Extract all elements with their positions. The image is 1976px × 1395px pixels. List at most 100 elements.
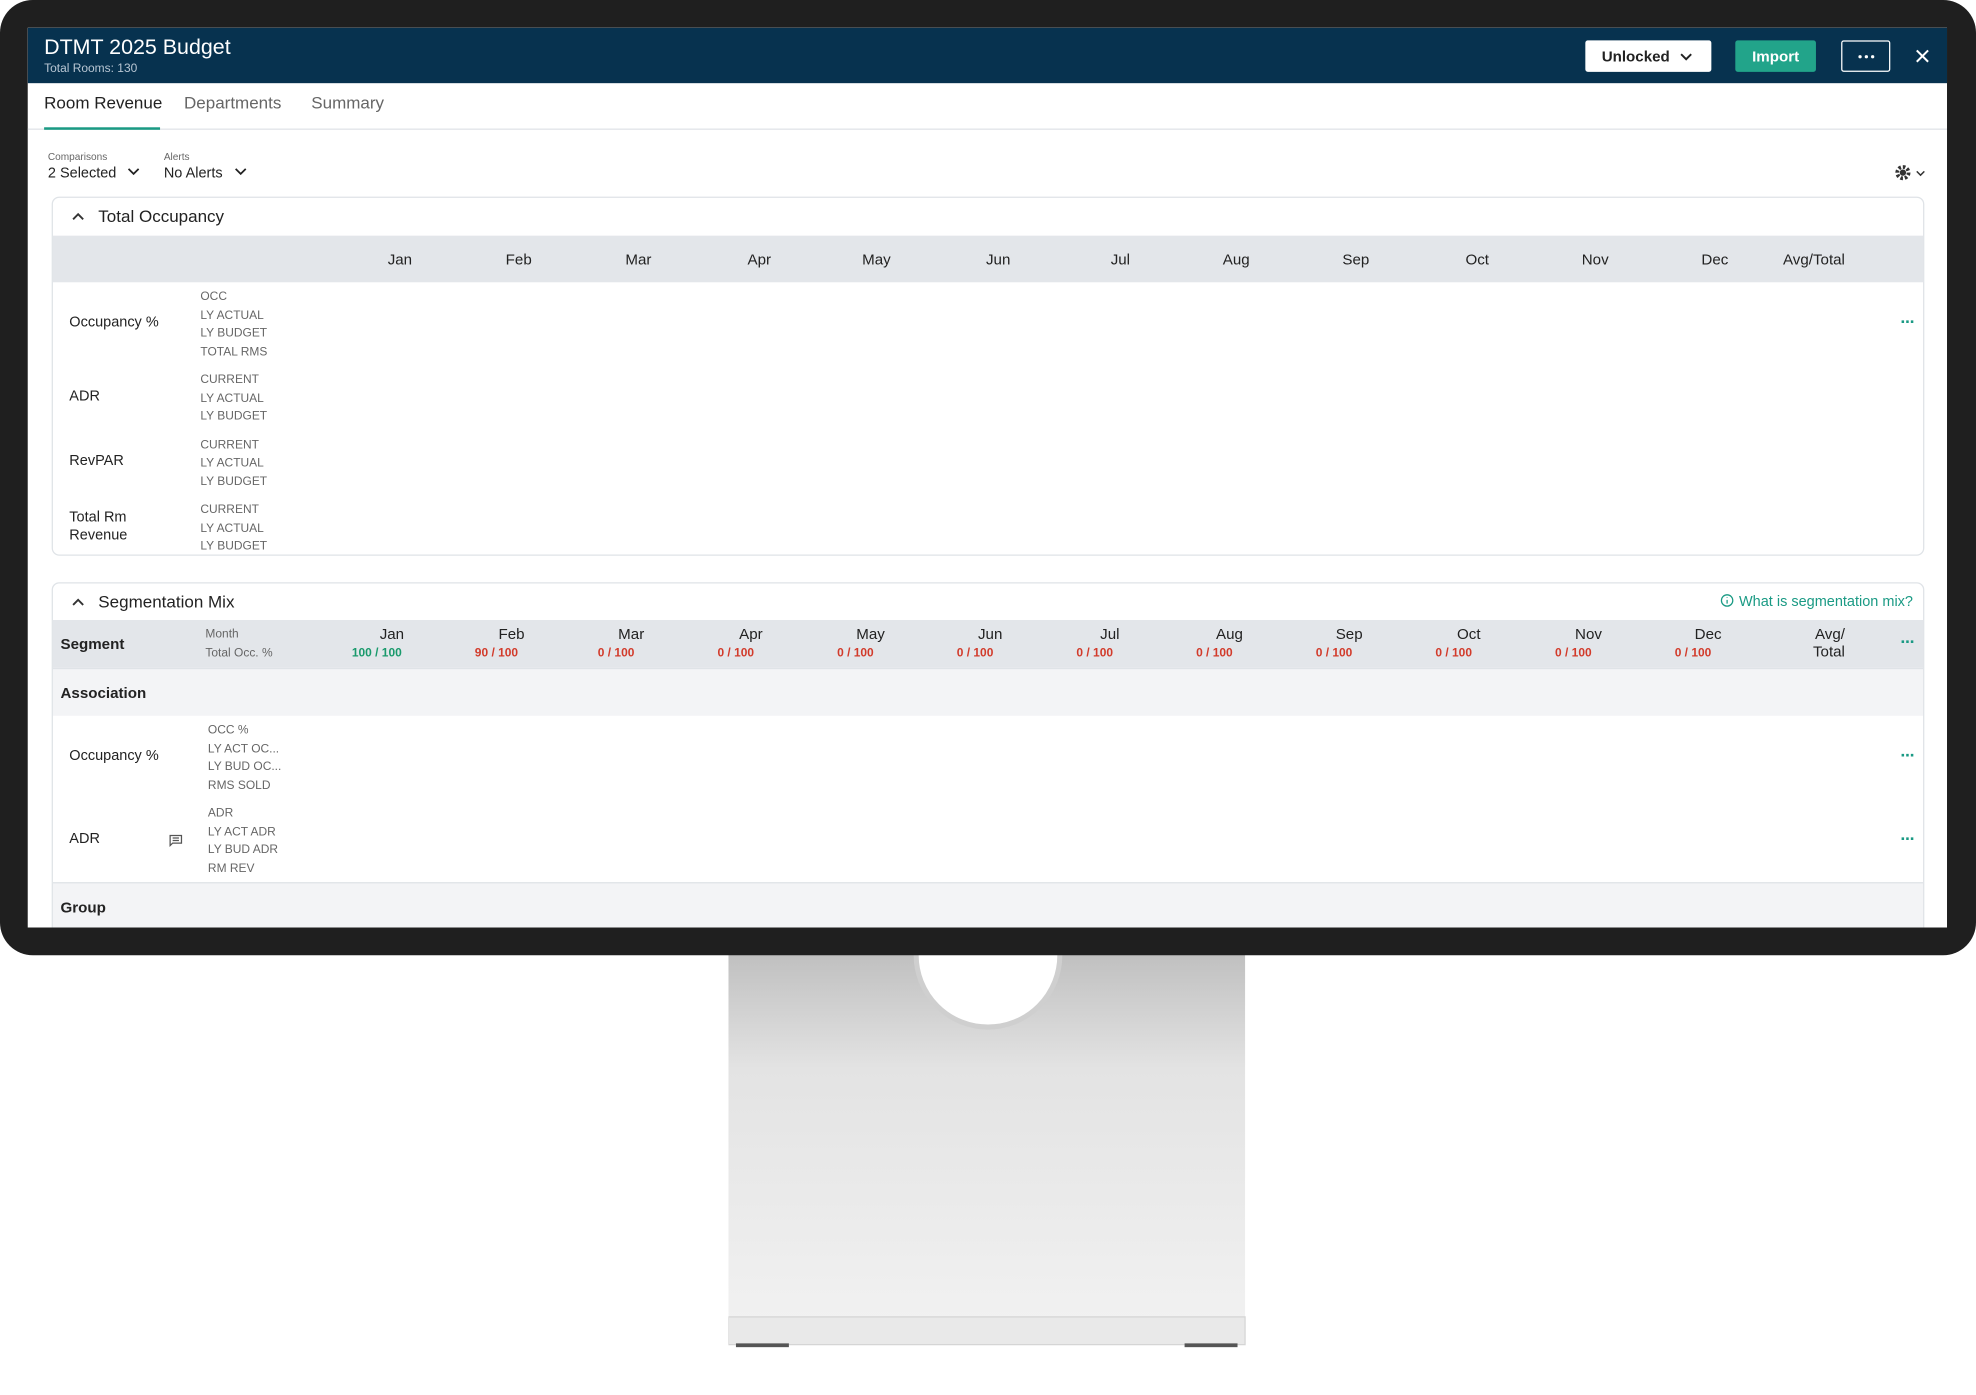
header-menu[interactable]: ···	[1900, 631, 1915, 652]
segment-name: Group	[60, 898, 106, 917]
column-header: Mar	[625, 250, 652, 269]
row-sublabel: LY BUDGET	[200, 326, 268, 341]
more-icon	[1857, 54, 1874, 58]
month-header: Month	[205, 627, 239, 642]
column-header: Sep	[1335, 625, 1363, 643]
column-header: Jun	[977, 625, 1003, 643]
app-screen: DTMT 2025 Budget Total Rooms: 130 Unlock…	[27, 27, 1948, 928]
column-header: Avg/Total	[1782, 250, 1845, 269]
row-sublabel: LY ACTUAL	[200, 391, 264, 406]
column-header: Feb	[498, 625, 525, 643]
row-sublabel: ADR	[207, 806, 234, 821]
row-sublabel: OCC	[200, 289, 227, 304]
help-text[interactable]: What is segmentation mix?	[1738, 594, 1913, 610]
column-header: Jan	[379, 625, 405, 643]
filter-dropdown[interactable]: No Alerts	[164, 166, 249, 181]
row-sublabel: CURRENT	[200, 502, 259, 517]
row-sublabel: LY BUDGET	[200, 409, 268, 424]
row-sublabel: LY ACTUAL	[200, 521, 264, 535]
column-header: Aug	[1216, 625, 1243, 643]
segmentation-card: Segmentation Mix What is segmentation mix…	[51, 582, 1925, 928]
row-sublabel: CURRENT	[200, 437, 259, 452]
column-header: Jul	[1110, 250, 1131, 269]
occ-total: 0 / 100	[1555, 646, 1592, 661]
chevron-icon	[128, 168, 140, 176]
info-icon	[1720, 594, 1734, 607]
column-header: Aug	[1222, 250, 1250, 269]
column-header: Jun	[985, 250, 1011, 269]
row-sublabel: LY BUD ADR	[207, 843, 279, 857]
occ-total: 0 / 100	[837, 646, 874, 661]
row-label: Occupancy %	[69, 315, 159, 331]
occ-total: 100 / 100	[351, 646, 402, 661]
tab[interactable]: Departments	[183, 93, 282, 113]
status-label: Unlocked	[1601, 47, 1670, 65]
status-dropdown[interactable]: Unlocked	[1585, 40, 1712, 72]
row-sublabel: OCC %	[207, 723, 249, 738]
segment-header: Segment	[60, 635, 125, 653]
column-header: May	[856, 625, 885, 643]
column-header: Sep	[1342, 250, 1370, 269]
column-header: Apr	[739, 625, 763, 643]
column-header: Feb	[505, 250, 532, 269]
occ-total: 90 / 100	[474, 646, 519, 661]
tab[interactable]: Room Revenue	[44, 93, 163, 113]
row-label: ADR	[69, 831, 100, 847]
page-subtitle: Total Rooms: 130	[44, 61, 138, 76]
segment-row: Group	[52, 882, 1924, 928]
collapse-icon[interactable]	[72, 597, 85, 607]
column-header: Oct	[1457, 625, 1481, 643]
column-header: Mar	[618, 625, 645, 643]
filter-label: Comparisons	[47, 151, 108, 163]
row-sublabel: LY ACT ADR	[207, 824, 276, 839]
tab[interactable]: Summary	[311, 93, 385, 113]
occ-total: 0 / 100	[956, 646, 994, 661]
row-menu[interactable]: ···	[1900, 827, 1915, 849]
row-menu[interactable]: ···	[1900, 744, 1915, 765]
row-sublabel: CURRENT	[200, 373, 259, 387]
row-sublabel: TOTAL RMS	[200, 344, 268, 359]
help-link[interactable]: What is segmentation mix?	[1720, 594, 1913, 610]
settings-icon[interactable]	[1894, 164, 1929, 182]
occ-total: 0 / 100	[1435, 646, 1473, 661]
avg-total-header: Avg/ Total	[1812, 625, 1845, 661]
occ-total: 0 / 100	[1196, 646, 1233, 661]
row-sublabel: LY BUDGET	[200, 474, 268, 489]
row-sublabel: LY ACTUAL	[200, 456, 264, 471]
row-sublabel: RM REV	[207, 861, 255, 876]
occ-total: 0 / 100	[1076, 646, 1114, 661]
row-menu[interactable]: ···	[1900, 311, 1915, 332]
row-label: Occupancy %	[69, 748, 159, 764]
filter-label: Alerts	[163, 151, 190, 163]
row-sublabel: RMS SOLD	[207, 778, 271, 793]
close-button[interactable]	[1916, 49, 1930, 63]
collapse-icon[interactable]	[72, 212, 85, 222]
row-sublabel: LY BUDGET	[200, 539, 268, 554]
filter-dropdown[interactable]: 2 Selected	[48, 166, 143, 181]
column-header: Oct	[1465, 250, 1490, 269]
active-tab-indicator	[44, 127, 161, 130]
row-label: RevPAR	[69, 453, 124, 470]
column-header: Jul	[1100, 625, 1120, 643]
section-title: Segmentation Mix	[98, 592, 235, 612]
page-title: DTMT 2025 Budget	[44, 35, 231, 60]
row-sublabel: LY ACT OC...	[207, 741, 280, 756]
column-header: Apr	[747, 250, 772, 269]
more-button[interactable]	[1841, 40, 1891, 72]
comment-icon[interactable]	[169, 834, 183, 847]
chevron-icon	[234, 168, 246, 176]
column-header: May	[862, 250, 891, 269]
tabs-divider	[27, 128, 1948, 130]
occ-total: 0 / 100	[597, 646, 635, 661]
column-header: Nov	[1581, 250, 1609, 269]
row-sublabel: LY ACTUAL	[200, 308, 264, 322]
occupancy-card: Total Occupancy Jan Feb Mar Apr May Jun Jul Aug S…	[51, 196, 1925, 556]
column-header: Dec	[1701, 250, 1729, 269]
import-button[interactable]: Import	[1735, 40, 1816, 72]
top-bar: DTMT 2025 Budget Total Rooms: 130 Unlock…	[27, 27, 1948, 84]
column-header: Nov	[1575, 625, 1602, 643]
row-label: ADR	[69, 389, 100, 405]
section-title: Total Occupancy	[98, 206, 225, 226]
